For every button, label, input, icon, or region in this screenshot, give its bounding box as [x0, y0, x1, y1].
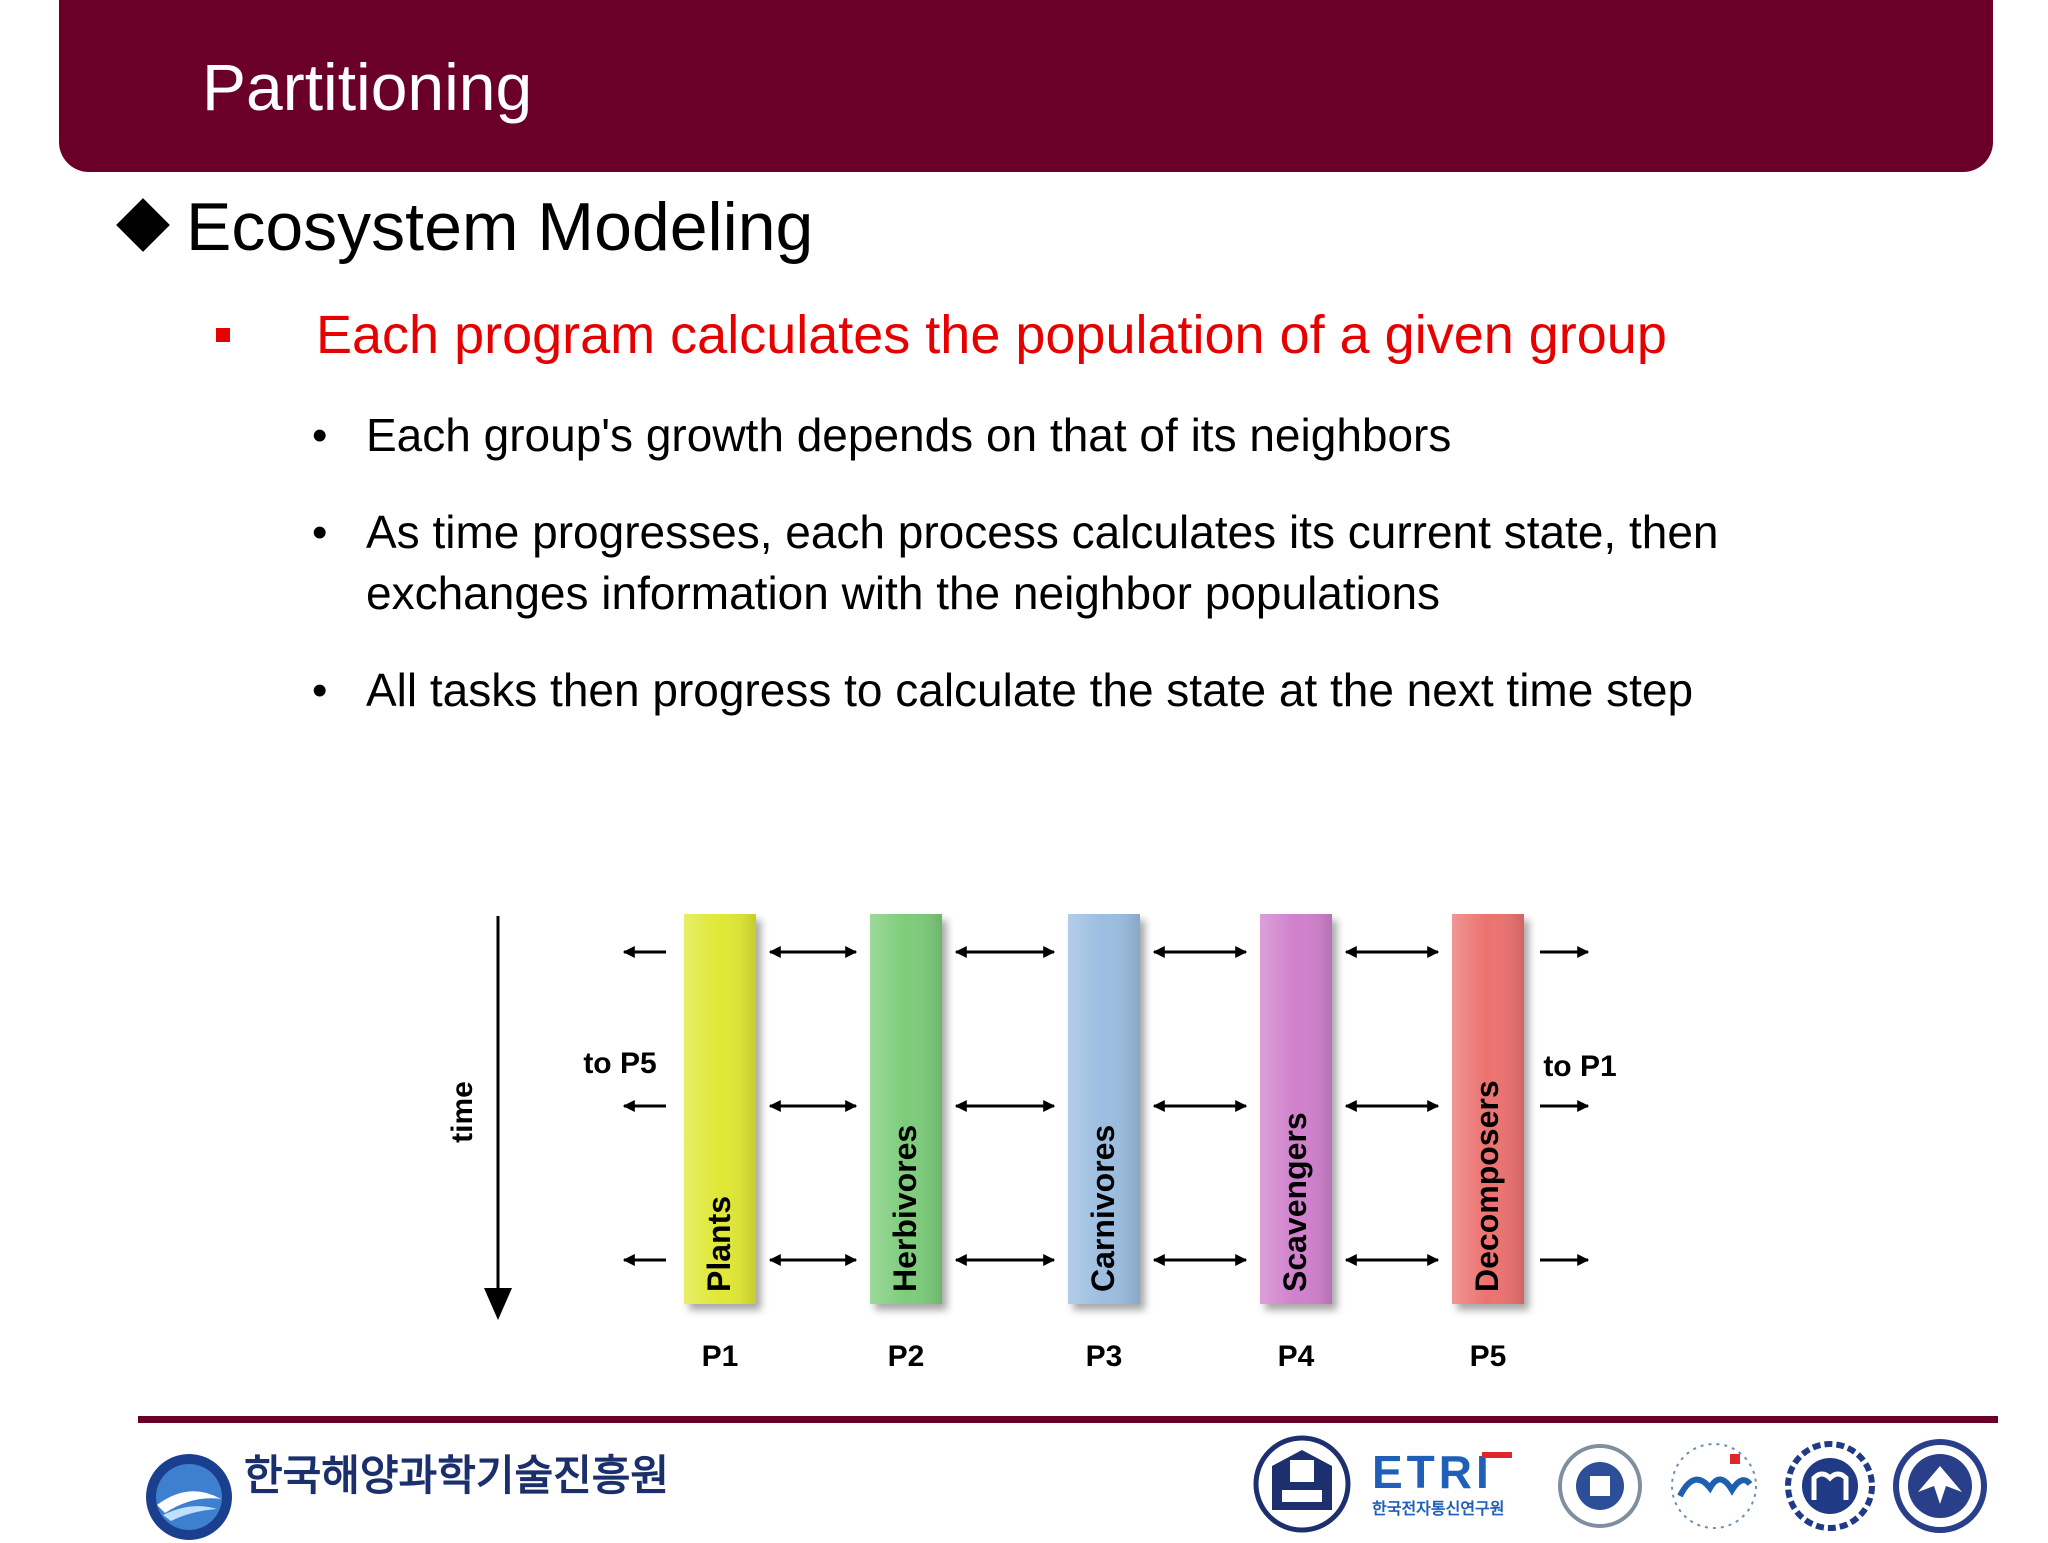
cau-logo-icon: [1671, 1443, 1757, 1529]
process-label: P3: [1086, 1340, 1123, 1373]
title-bar: Partitioning: [59, 0, 1993, 172]
section-heading: Ecosystem Modeling: [186, 189, 814, 265]
mju-seal-icon: [1785, 1441, 1875, 1531]
bullet-text-continued: exchanges information with the neighbor …: [366, 567, 1441, 619]
column-shading: [1452, 914, 1524, 1304]
population-column: Decomposers P5: [1452, 914, 1524, 1373]
process-label: P4: [1278, 1340, 1315, 1373]
process-label: P1: [702, 1340, 739, 1373]
seoul-national-university-seal-icon: [1253, 1435, 1351, 1533]
inha-university-seal-icon: [1558, 1444, 1642, 1528]
bullet-dot: •: [312, 508, 328, 557]
bullet-text: Each group's growth depends on that of i…: [366, 409, 1452, 461]
time-label: time: [446, 1081, 479, 1143]
column-label: Herbivores: [887, 1125, 923, 1292]
column-shading: [870, 914, 942, 1304]
bullet-text: As time progresses, each process calcula…: [366, 506, 1719, 558]
kimst-logo-icon: [146, 1454, 232, 1540]
kau-seal-icon: [1893, 1439, 1987, 1533]
footer-org-name: 한국해양과학기술진흥원: [244, 1452, 670, 1499]
column-label: Scavengers: [1277, 1112, 1313, 1292]
column-shading: [1068, 914, 1140, 1304]
to-p5-label: to P5: [583, 1047, 656, 1080]
column-shading: [1260, 914, 1332, 1304]
red-bullet-text: Each program calculates the population o…: [316, 305, 1667, 365]
bullet-dot: •: [312, 666, 328, 715]
column-label: Plants: [701, 1196, 737, 1292]
etri-logo: ETRI 한국전자통신연구원: [1372, 1446, 1512, 1518]
ecosystem-diagram: time to P5 to P1 Plants P1 Herbivores P2 Car…: [446, 914, 1617, 1373]
population-column: Herbivores P2: [870, 914, 942, 1373]
slide-title: Partitioning: [202, 50, 533, 124]
bullet-dot: •: [312, 411, 328, 460]
column-shading: [684, 914, 756, 1304]
etri-subtext: 한국전자통신연구원: [1372, 1499, 1504, 1518]
process-label: P2: [888, 1340, 925, 1373]
process-label: P5: [1470, 1340, 1507, 1373]
bullet-text: All tasks then progress to calculate the…: [366, 664, 1694, 716]
etri-text: ETRI: [1372, 1446, 1493, 1498]
column-label: Decomposers: [1469, 1080, 1505, 1292]
footer-divider: [138, 1416, 1998, 1423]
partner-logos: ETRI 한국전자통신연구원: [1253, 1435, 1987, 1533]
time-arrow-icon: [484, 1288, 512, 1320]
square-bullet-icon: [216, 328, 230, 342]
to-p1-label: to P1: [1543, 1050, 1616, 1083]
population-column: Scavengers P4: [1260, 914, 1332, 1373]
diamond-bullet-icon: [116, 198, 170, 252]
population-column: Carnivores P3: [1068, 914, 1140, 1373]
population-column: Plants P1: [684, 914, 756, 1373]
column-label: Carnivores: [1085, 1125, 1121, 1292]
